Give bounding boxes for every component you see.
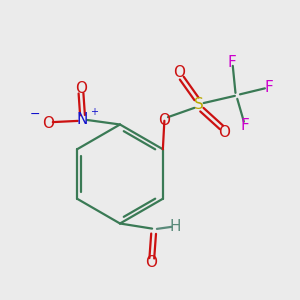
Text: +: + [90, 106, 98, 117]
Text: S: S [194, 97, 204, 112]
Text: O: O [145, 255, 157, 270]
Text: O: O [42, 116, 54, 130]
Text: F: F [265, 80, 274, 95]
Text: N: N [77, 112, 88, 128]
Text: O: O [173, 65, 185, 80]
Text: −: − [30, 107, 40, 121]
Text: F: F [240, 118, 249, 133]
Text: O: O [218, 125, 230, 140]
Text: F: F [227, 55, 236, 70]
Text: H: H [170, 219, 181, 234]
Text: O: O [158, 113, 170, 128]
Text: O: O [75, 81, 87, 96]
